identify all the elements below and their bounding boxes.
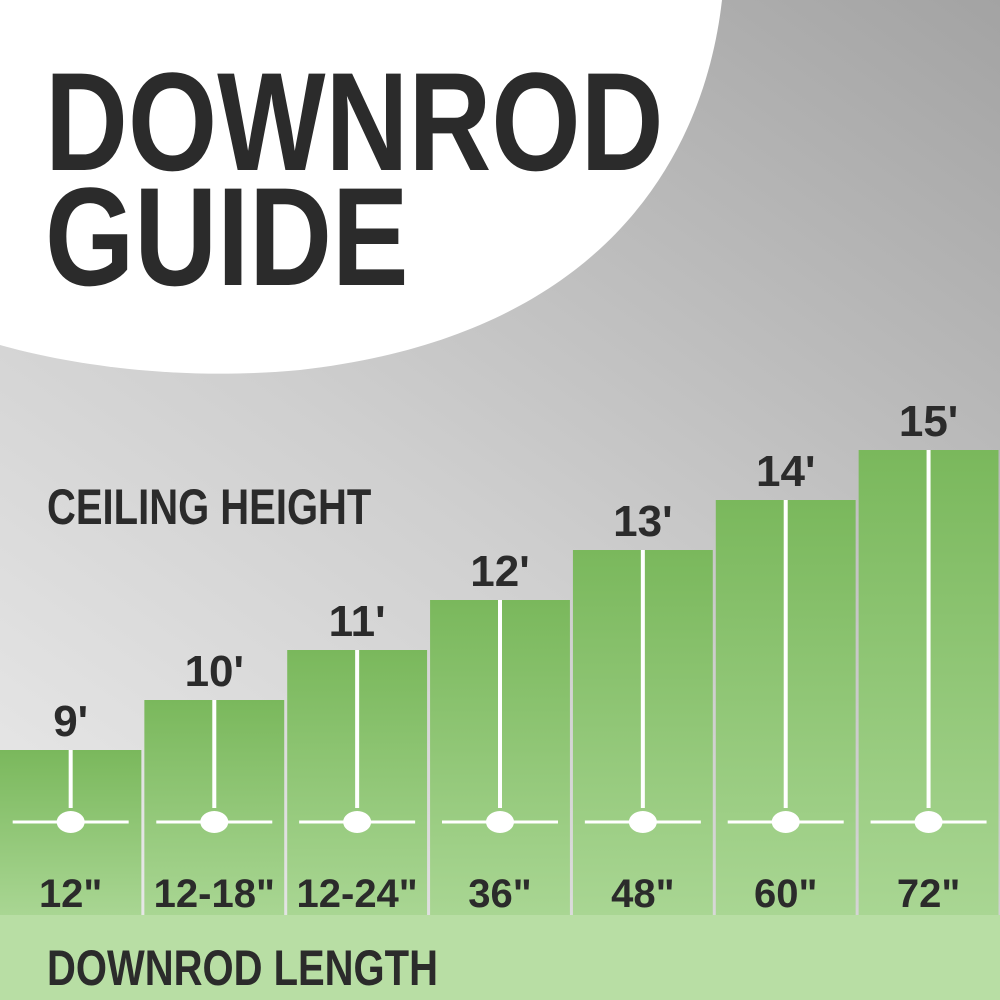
title-line1: DOWNROD: [45, 44, 664, 200]
title-line2: GUIDE: [45, 159, 409, 315]
ceiling-fan-icon: [771, 811, 800, 833]
fan-downrod: [498, 600, 502, 808]
ceiling-fan-icon: [628, 811, 657, 833]
value-label: 10': [185, 647, 244, 696]
category-label: 60": [754, 872, 817, 916]
category-label: 72": [897, 872, 960, 916]
value-label: 15': [899, 397, 958, 446]
ceiling-fan-icon: [914, 811, 943, 833]
value-label: 9': [53, 697, 88, 746]
ceiling-fan-icon: [486, 811, 514, 833]
footer-strip: [0, 915, 1000, 1000]
x-axis-label: DOWNROD LENGTH: [47, 940, 438, 996]
fan-downrod: [355, 650, 360, 808]
y-axis-label: CEILING HEIGHT: [47, 479, 372, 535]
category-label: 12-18": [154, 872, 275, 916]
fan-downrod: [640, 550, 645, 808]
ceiling-fan-icon: [56, 811, 85, 833]
ceiling-fan-icon: [200, 811, 229, 833]
fan-downrod: [212, 700, 217, 808]
category-label: 12": [39, 872, 102, 916]
value-label: 14': [756, 447, 815, 496]
category-label: 36": [468, 872, 531, 916]
title-bubble: [0, 0, 722, 374]
category-label: 48": [611, 872, 674, 916]
value-label: 11': [329, 597, 386, 646]
ceiling-fan-icon: [343, 811, 372, 833]
fan-downrod: [926, 450, 931, 808]
fan-downrod: [68, 750, 73, 808]
category-label: 12-24": [297, 872, 418, 916]
value-label: 13': [613, 497, 672, 546]
value-label: 12': [470, 547, 529, 596]
fan-downrod: [783, 500, 788, 808]
